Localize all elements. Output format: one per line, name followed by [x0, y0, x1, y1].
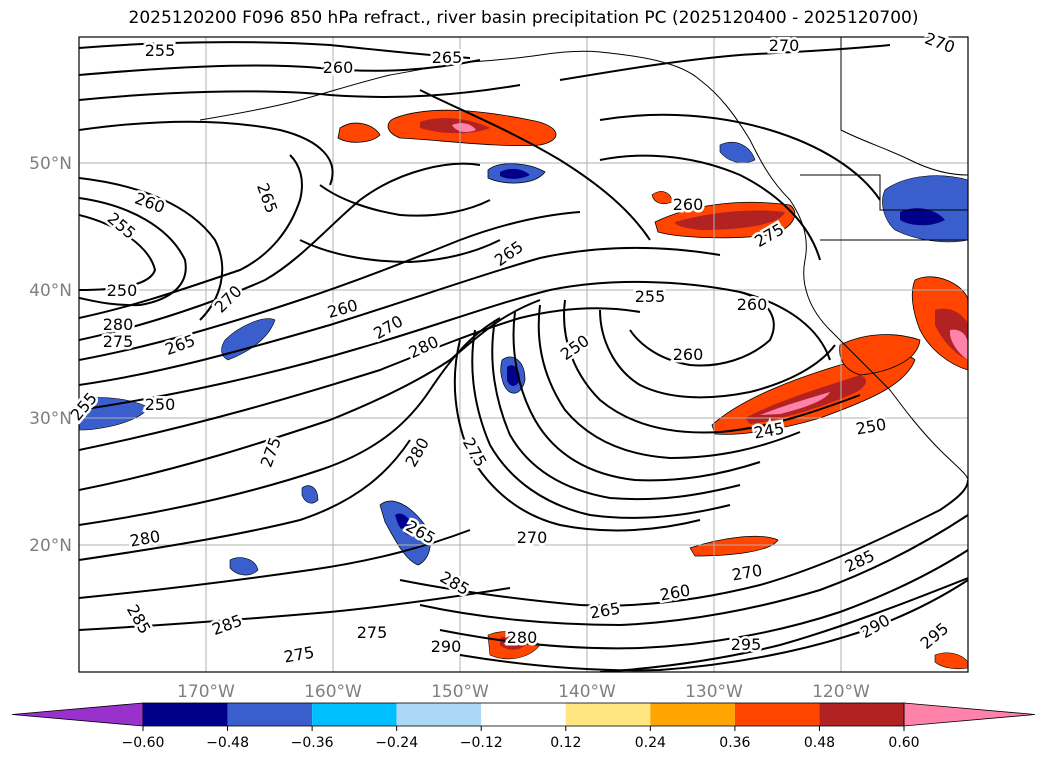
contour-label-halo: 270: [517, 528, 548, 547]
contour-label-halo: 275: [357, 623, 388, 642]
colorbar-segment: [227, 703, 313, 726]
colorbar-segment: [819, 703, 904, 726]
latitude-labels: 50°N 40°N 30°N 20°N: [29, 154, 72, 556]
contour-label: 260: [737, 295, 768, 314]
precipitation-shading: [79, 109, 968, 670]
contour-label: 260: [673, 195, 704, 214]
colorbar-tick-label: −0.12: [460, 735, 503, 751]
colorbar-segment: [565, 703, 651, 726]
contour-label-halo: 255: [145, 41, 176, 60]
longitude-labels: 170°W 160°W 150°W 140°W 130°W 120°W: [177, 682, 870, 702]
contour-label: 250: [107, 281, 138, 300]
contour-label: 275: [357, 623, 388, 642]
colorbar-segment: [396, 703, 482, 726]
contour-label-halo: 260: [737, 295, 768, 314]
colorbar-tick-labels: −0.60 −0.48 −0.36 −0.24 −0.12 0.12 0.24 0.36 0.4…: [122, 726, 920, 751]
colorbar-extension-high: [903, 702, 1036, 727]
contour-label: 275: [103, 332, 134, 351]
contour-label-halo: 275: [103, 332, 134, 351]
lat-label-40n: 40°N: [29, 281, 72, 301]
lat-label-50n: 50°N: [29, 154, 72, 174]
contour-label-halo: 255: [635, 287, 666, 306]
contour-label-halo: 260: [323, 58, 354, 77]
contour-label: 250: [145, 395, 176, 414]
colorbar-tick-label: 0.48: [804, 735, 835, 751]
colorbar-tick-label: −0.48: [206, 735, 249, 751]
lat-label-30n: 30°N: [29, 409, 72, 429]
lon-label-140w: 140°W: [558, 682, 616, 702]
contour-label: 265: [432, 48, 463, 67]
lon-label-150w: 150°W: [431, 682, 489, 702]
lon-label-160w: 160°W: [304, 682, 362, 702]
colorbar-outline: [142, 702, 905, 727]
contour-label-halo: 260: [673, 195, 704, 214]
contour-label: 295: [731, 635, 762, 654]
colorbar-tick-label: 0.12: [550, 735, 581, 751]
contour-label: 260: [323, 58, 354, 77]
colorbar-extension-low: [11, 702, 144, 727]
colorbar-tick-label: 0.36: [719, 735, 750, 751]
lon-label-130w: 130°W: [685, 682, 743, 702]
contour-label: 255: [145, 41, 176, 60]
contour-label-halo: 250: [145, 395, 176, 414]
lat-label-20n: 20°N: [29, 536, 72, 556]
colorbar-segment: [143, 703, 228, 726]
colorbar-segment: [650, 703, 735, 726]
map-title: 2025120200 F096 850 hPa refract., river …: [128, 8, 919, 28]
colorbar: [11, 702, 1036, 727]
contour-label: 270: [769, 36, 800, 55]
contour-label: 270: [517, 528, 548, 547]
colorbar-segment: [312, 703, 397, 726]
contour-label-halo: 295: [731, 635, 762, 654]
colorbar-tick-label: 0.24: [635, 735, 666, 751]
lon-label-170w: 170°W: [177, 682, 235, 702]
contour-label-halo: 265: [432, 48, 463, 67]
contour-label: 290: [431, 637, 462, 656]
contour-label: 280: [507, 628, 538, 647]
coastlines: [199, 37, 968, 481]
colorbar-tick-label: −0.24: [375, 735, 418, 751]
contour-label: 255: [635, 287, 666, 306]
refractivity-contours: [79, 41, 968, 672]
colorbar-tick-label: −0.60: [122, 735, 165, 751]
contour-label-halo: 260: [673, 345, 704, 364]
colorbar-segment: [481, 703, 566, 726]
contour-label-halo: 270: [769, 36, 800, 55]
colorbar-tick-label: −0.36: [291, 735, 334, 751]
colorbar-segment: [734, 703, 820, 726]
contour-label-halo: 280: [103, 315, 134, 334]
contour-label-halo: 250: [107, 281, 138, 300]
contour-label: 260: [673, 345, 704, 364]
map-frame: [78, 36, 969, 673]
lon-label-120w: 120°W: [812, 682, 870, 702]
colorbar-tick-label: 0.60: [888, 735, 919, 751]
contour-label: 280: [103, 315, 134, 334]
contour-label-halo: 290: [431, 637, 462, 656]
contour-label-halo: 280: [507, 628, 538, 647]
map-area: [79, 37, 968, 672]
